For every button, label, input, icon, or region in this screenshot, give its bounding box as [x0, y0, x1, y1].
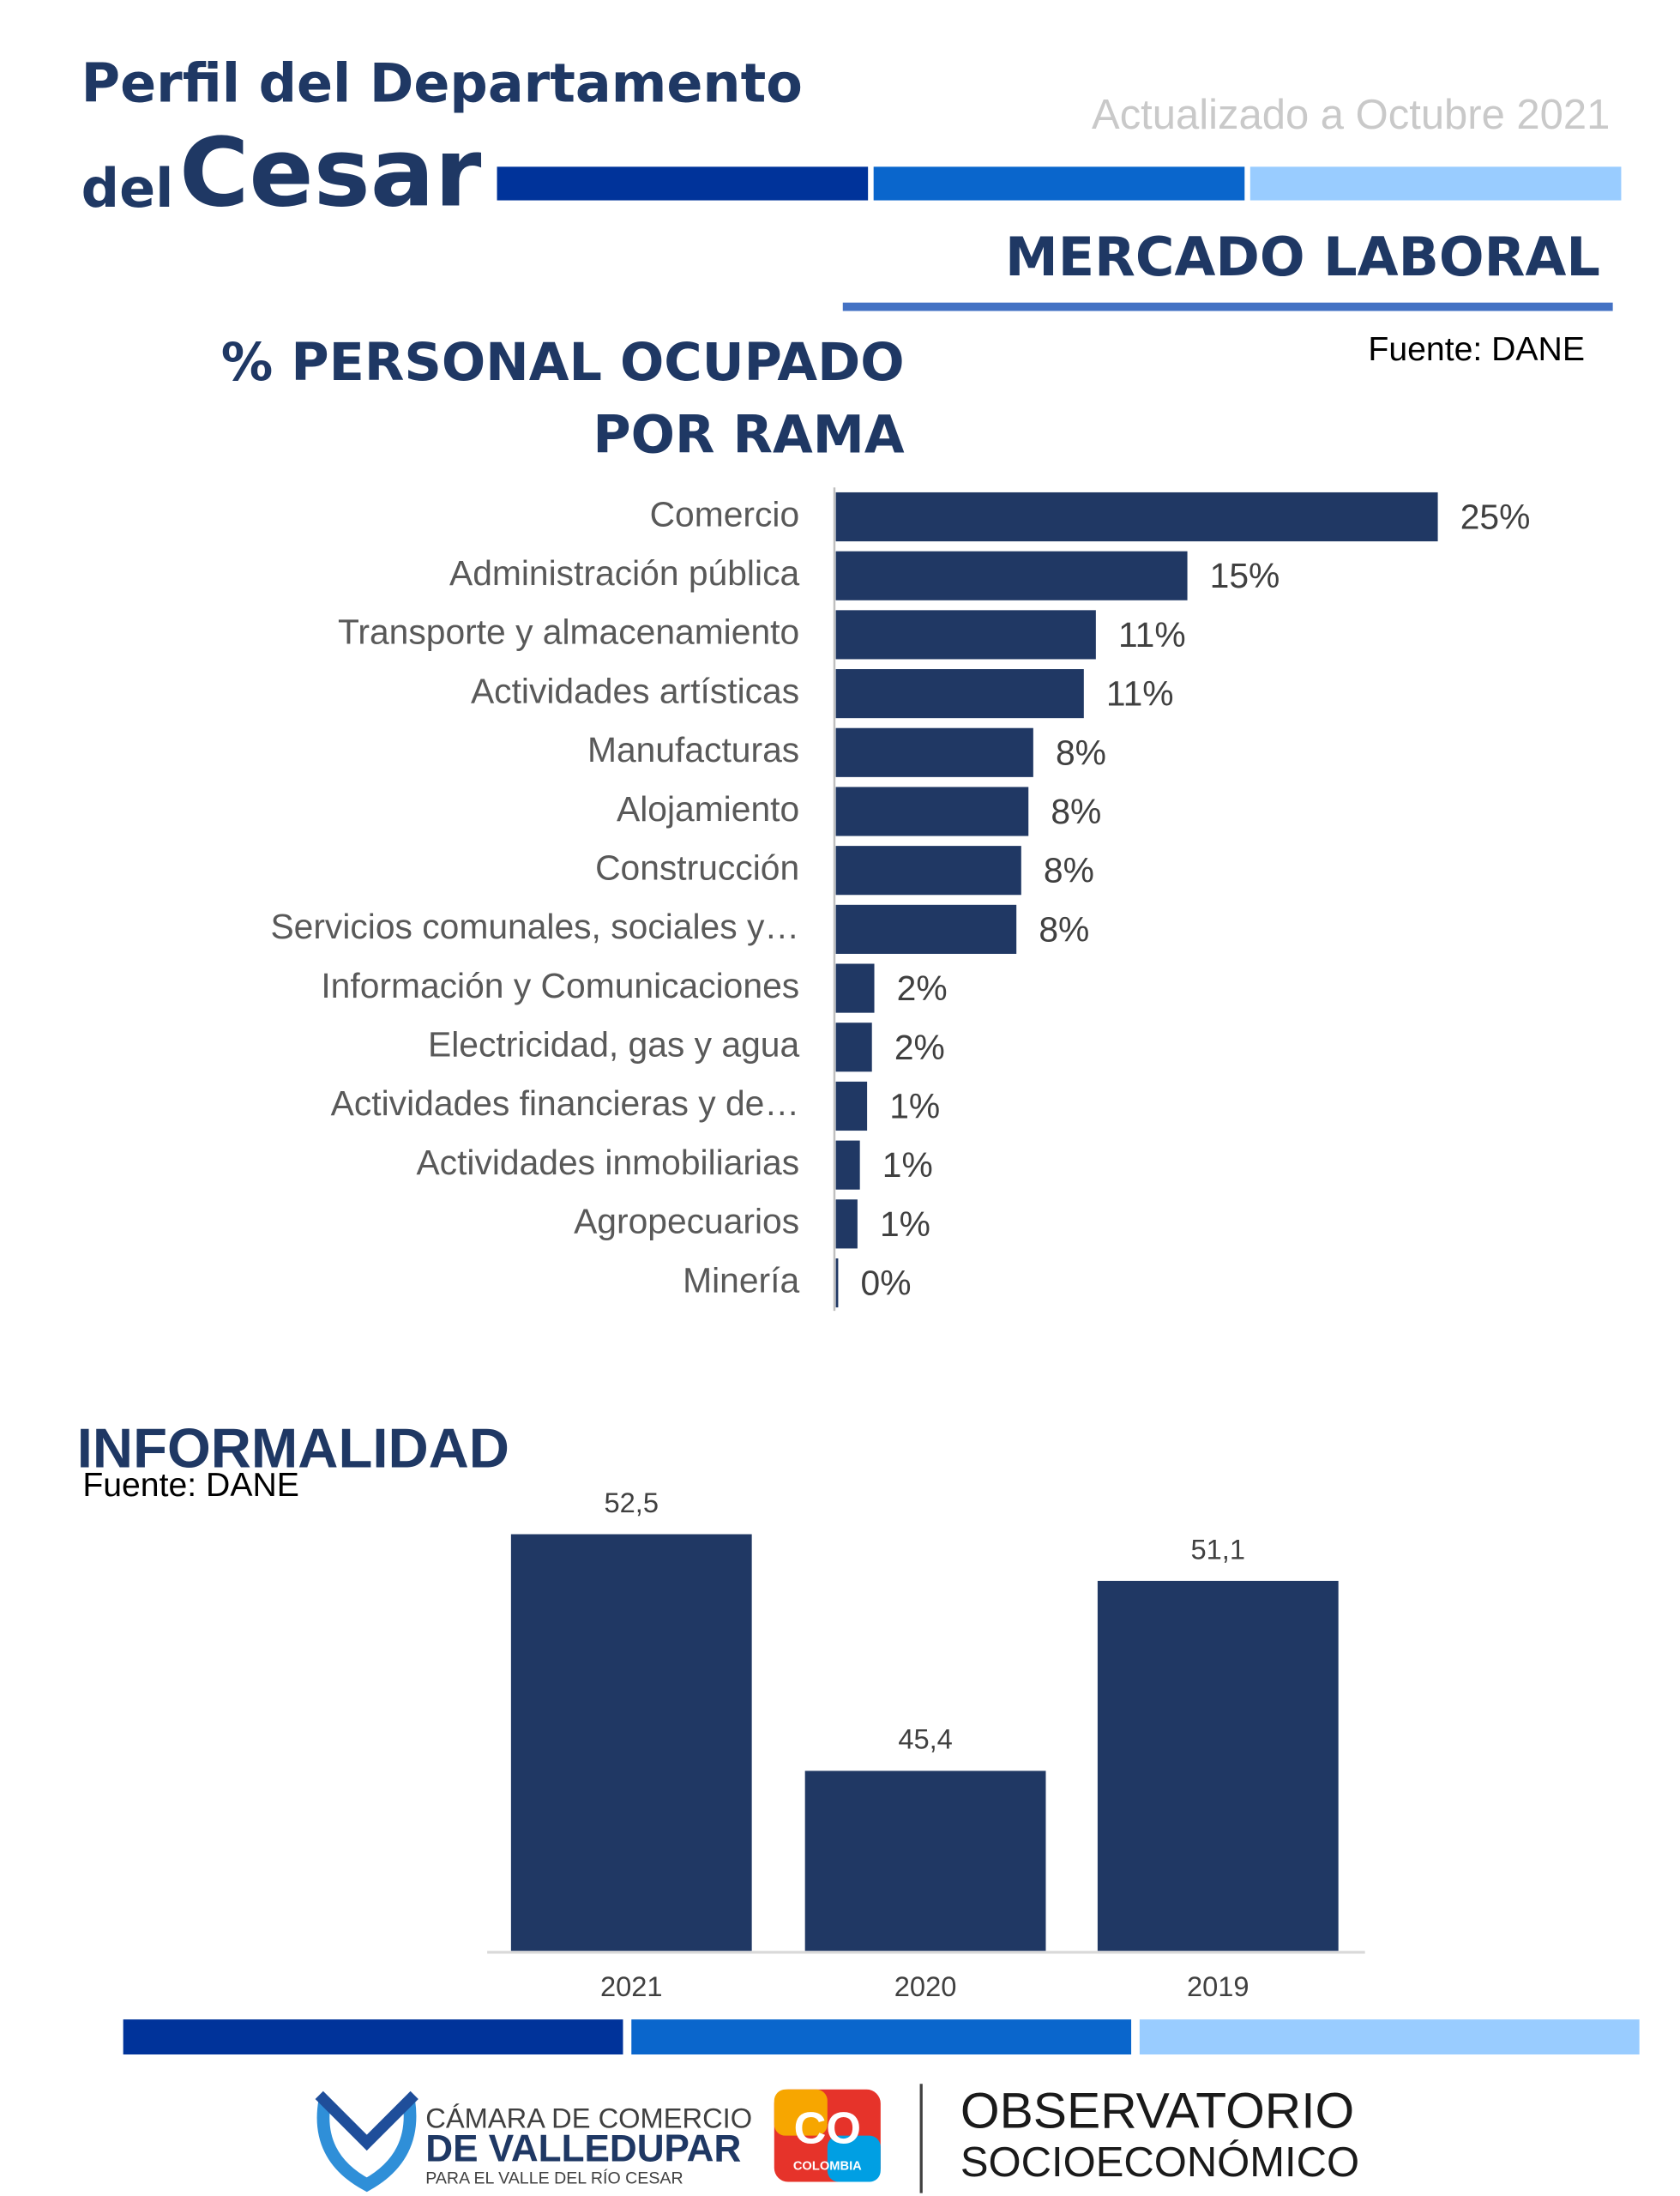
category-label: Minería: [683, 1260, 799, 1300]
category-label: Manufacturas: [587, 730, 799, 769]
co-text: COLOMBIA: [793, 2159, 862, 2173]
title-small: del: [81, 157, 174, 220]
value-label: 45,4: [898, 1723, 953, 1755]
value-label: 0%: [861, 1264, 912, 1303]
value-label: 8%: [1051, 792, 1101, 831]
x-tick-label: 2019: [1187, 1970, 1249, 2002]
stripe: [873, 166, 1245, 201]
bar: [835, 492, 1438, 542]
bar: [835, 1081, 868, 1131]
bar: [835, 669, 1084, 719]
category-label: Información y Comunicaciones: [321, 966, 799, 1005]
value-label: 11%: [1106, 674, 1174, 714]
category-label: Comercio: [650, 494, 800, 534]
value-label: 8%: [1039, 909, 1089, 949]
updated: Actualizado a Octubre 2021: [1092, 92, 1610, 138]
category-label: Alojamiento: [617, 789, 799, 829]
bar: [804, 1771, 1046, 1952]
bar: [835, 846, 1021, 896]
value-label: 25%: [1460, 498, 1531, 537]
bar: [835, 610, 1096, 660]
section-title: MERCADO LABORAL: [1005, 226, 1600, 288]
bar: [835, 1258, 839, 1308]
value-label: 15%: [1210, 556, 1280, 595]
category-label: Administración pública: [449, 553, 799, 593]
x-tick-label: 2021: [600, 1970, 663, 2002]
chamber-logo: [315, 2090, 418, 2193]
bar: [835, 1023, 872, 1072]
bar: [835, 963, 875, 1013]
stripe: [631, 2019, 1132, 2054]
category-label: Servicios comunales, sociales y…: [270, 907, 799, 946]
stripe: [123, 2019, 623, 2054]
value-label: 11%: [1118, 615, 1186, 655]
bar: [510, 1534, 752, 1952]
title-big: Cesar: [179, 118, 482, 228]
co-logo: [827, 2135, 881, 2182]
value-label: 8%: [1056, 733, 1106, 772]
chamber-text: PARA EL VALLE DEL RÍO CESAR: [425, 2168, 683, 2187]
chamber-text: DE VALLEDUPAR: [425, 2127, 741, 2169]
category-label: Actividades artísticas: [471, 671, 799, 710]
bar: [835, 1199, 858, 1249]
category-label: Construcción: [595, 848, 799, 887]
value-label: 1%: [880, 1204, 930, 1244]
co-text: CO: [794, 2104, 861, 2154]
value-label: 51,1: [1191, 1533, 1246, 1565]
stripe: [1249, 166, 1622, 201]
bar: [1097, 1580, 1339, 1952]
value-label: 1%: [889, 1087, 940, 1126]
category-label: Actividades inmobiliarias: [416, 1143, 799, 1182]
bar: [835, 1140, 860, 1190]
category-label: Electricidad, gas y agua: [428, 1025, 799, 1065]
value-label: 2%: [897, 968, 948, 1008]
bar: [835, 787, 1029, 836]
logo-shape: [315, 2090, 418, 2151]
chamber-text: CÁMARA DE COMERCIO: [425, 2102, 752, 2133]
chart-title: % PERSONAL OCUPADO: [221, 333, 905, 393]
stripe: [497, 166, 869, 201]
logo-shape: [316, 2099, 417, 2193]
category-label: Actividades financieras y de…: [331, 1083, 800, 1123]
stripe: [1139, 2019, 1640, 2054]
bar: [835, 904, 1017, 954]
x-tick-label: 2020: [894, 1970, 957, 2002]
source: Fuente: DANE: [82, 1467, 299, 1504]
category-label: Agropecuarios: [574, 1202, 799, 1241]
bar: [835, 727, 1033, 777]
title-line1: Perfil del Departamento: [81, 51, 803, 114]
category-label: Transporte y almacenamiento: [338, 612, 799, 652]
value-label: 2%: [894, 1028, 945, 1067]
chart-title: INFORMALIDAD: [77, 1416, 509, 1479]
value-label: 1%: [882, 1145, 933, 1185]
obs-text: OBSERVATORIO: [960, 2084, 1354, 2139]
source: Fuente: DANE: [1368, 331, 1585, 368]
co-logo: [774, 2089, 828, 2136]
section-underline: [842, 302, 1613, 311]
chart-title: POR RAMA: [593, 406, 904, 466]
obs-text: SOCIOECONÓMICO: [960, 2139, 1359, 2186]
bar: [835, 551, 1188, 600]
value-label: 52,5: [604, 1487, 659, 1518]
value-label: 8%: [1044, 851, 1094, 890]
